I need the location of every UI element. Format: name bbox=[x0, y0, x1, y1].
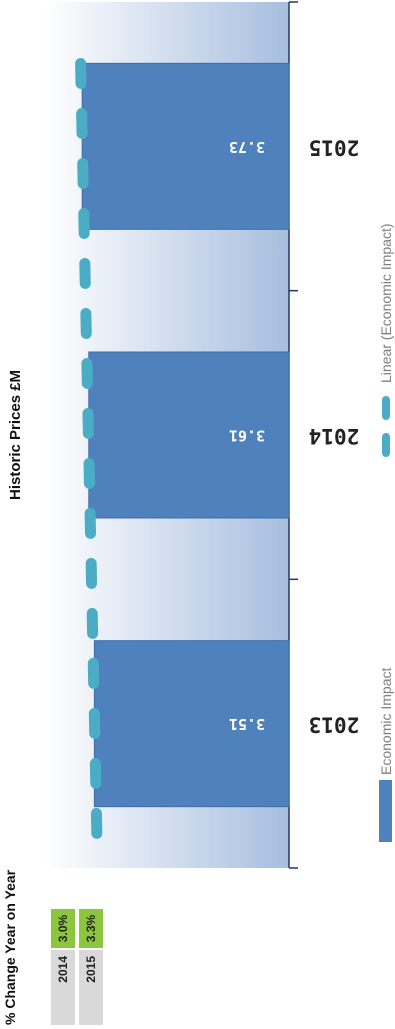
data-label-2013: 3.51 bbox=[229, 715, 265, 733]
category-label-2013: 2013 bbox=[309, 713, 360, 737]
bar-2015 bbox=[81, 62, 290, 230]
change-pct: 3.0% bbox=[51, 909, 75, 948]
change-table: % Change Year on Year 2014 3.0% 2015 3.3… bbox=[2, 865, 112, 1025]
bar-2014 bbox=[88, 351, 290, 519]
category-label-2014: 2014 bbox=[309, 424, 360, 448]
legend-label-linear: Linear (Economic Impact) bbox=[378, 223, 394, 383]
legend-swatch-economic-impact bbox=[379, 780, 392, 842]
change-pct: 3.3% bbox=[79, 909, 103, 948]
change-table-header: % Change Year on Year bbox=[2, 869, 18, 1025]
legend-label-economic-impact: Economic Impact bbox=[378, 668, 394, 775]
change-table-row: 2014 3.0% bbox=[51, 865, 75, 1025]
data-label-2014: 3.61 bbox=[229, 427, 265, 445]
chart-title: Historic Prices £M bbox=[7, 369, 24, 500]
change-year: 2014 bbox=[51, 950, 75, 1025]
change-year: 2015 bbox=[79, 950, 103, 1025]
data-label-2015: 3.73 bbox=[229, 138, 265, 156]
change-table-row: 2015 3.3% bbox=[79, 865, 103, 1025]
category-label-2015: 2015 bbox=[309, 135, 360, 159]
legend-swatch-linear-dash bbox=[382, 433, 390, 457]
trendline-linear bbox=[74, 31, 103, 839]
legend-swatch-linear-dash bbox=[382, 396, 390, 420]
